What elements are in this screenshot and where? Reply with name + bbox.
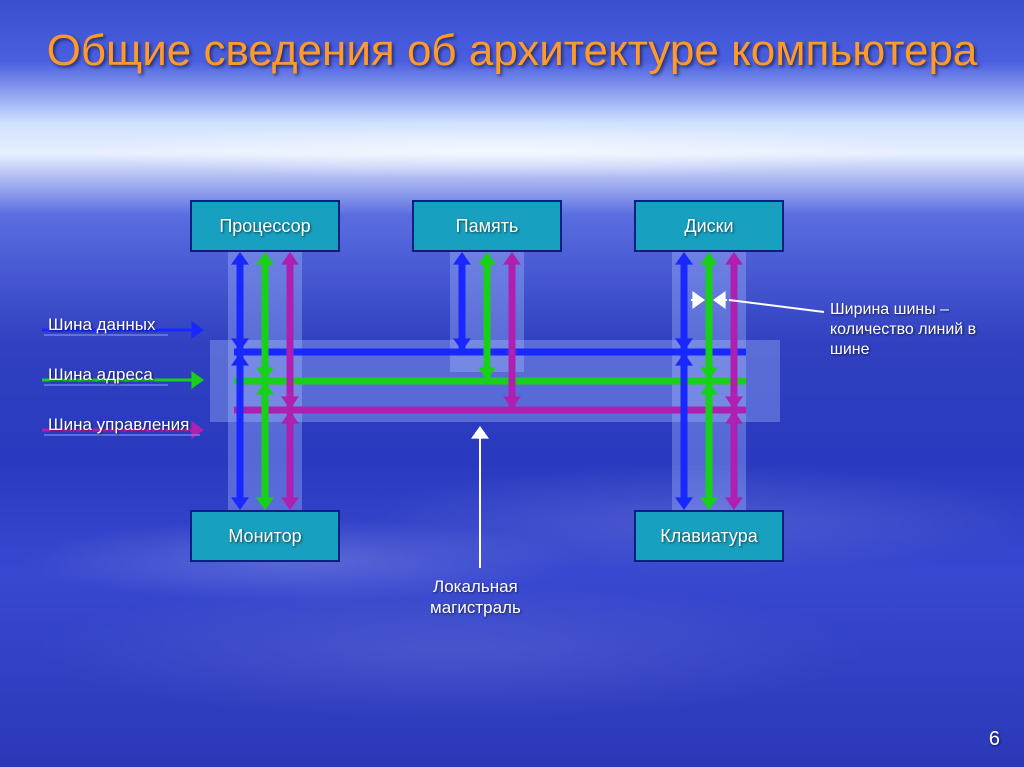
label-address-bus: Шина адреса [48, 365, 153, 385]
node-label: Клавиатура [660, 526, 758, 547]
node-label: Монитор [228, 526, 301, 547]
node-label: Память [456, 216, 519, 237]
node-cpu: Процессор [190, 200, 340, 252]
bus-diagram [0, 0, 1024, 767]
node-monitor: Монитор [190, 510, 340, 562]
local-bus-caption: Локальная магистраль [430, 576, 521, 619]
node-keyboard: Клавиатура [634, 510, 784, 562]
node-label: Процессор [219, 216, 310, 237]
caption-line: магистраль [430, 598, 521, 617]
node-label: Диски [684, 216, 733, 237]
node-disks: Диски [634, 200, 784, 252]
slide-title: Общие сведения об архитектуре компьютера [0, 26, 1024, 77]
caption-line: Локальная [433, 577, 518, 596]
label-control-bus: Шина управления [48, 415, 189, 435]
slide: Общие сведения об архитектуре компьютера… [0, 0, 1024, 767]
bus-width-note: Ширина шины – количество линий в шине [830, 300, 1000, 360]
node-memory: Память [412, 200, 562, 252]
page-number: 6 [989, 728, 1000, 751]
background-clouds [0, 0, 1024, 767]
label-data-bus: Шина данных [48, 315, 156, 335]
